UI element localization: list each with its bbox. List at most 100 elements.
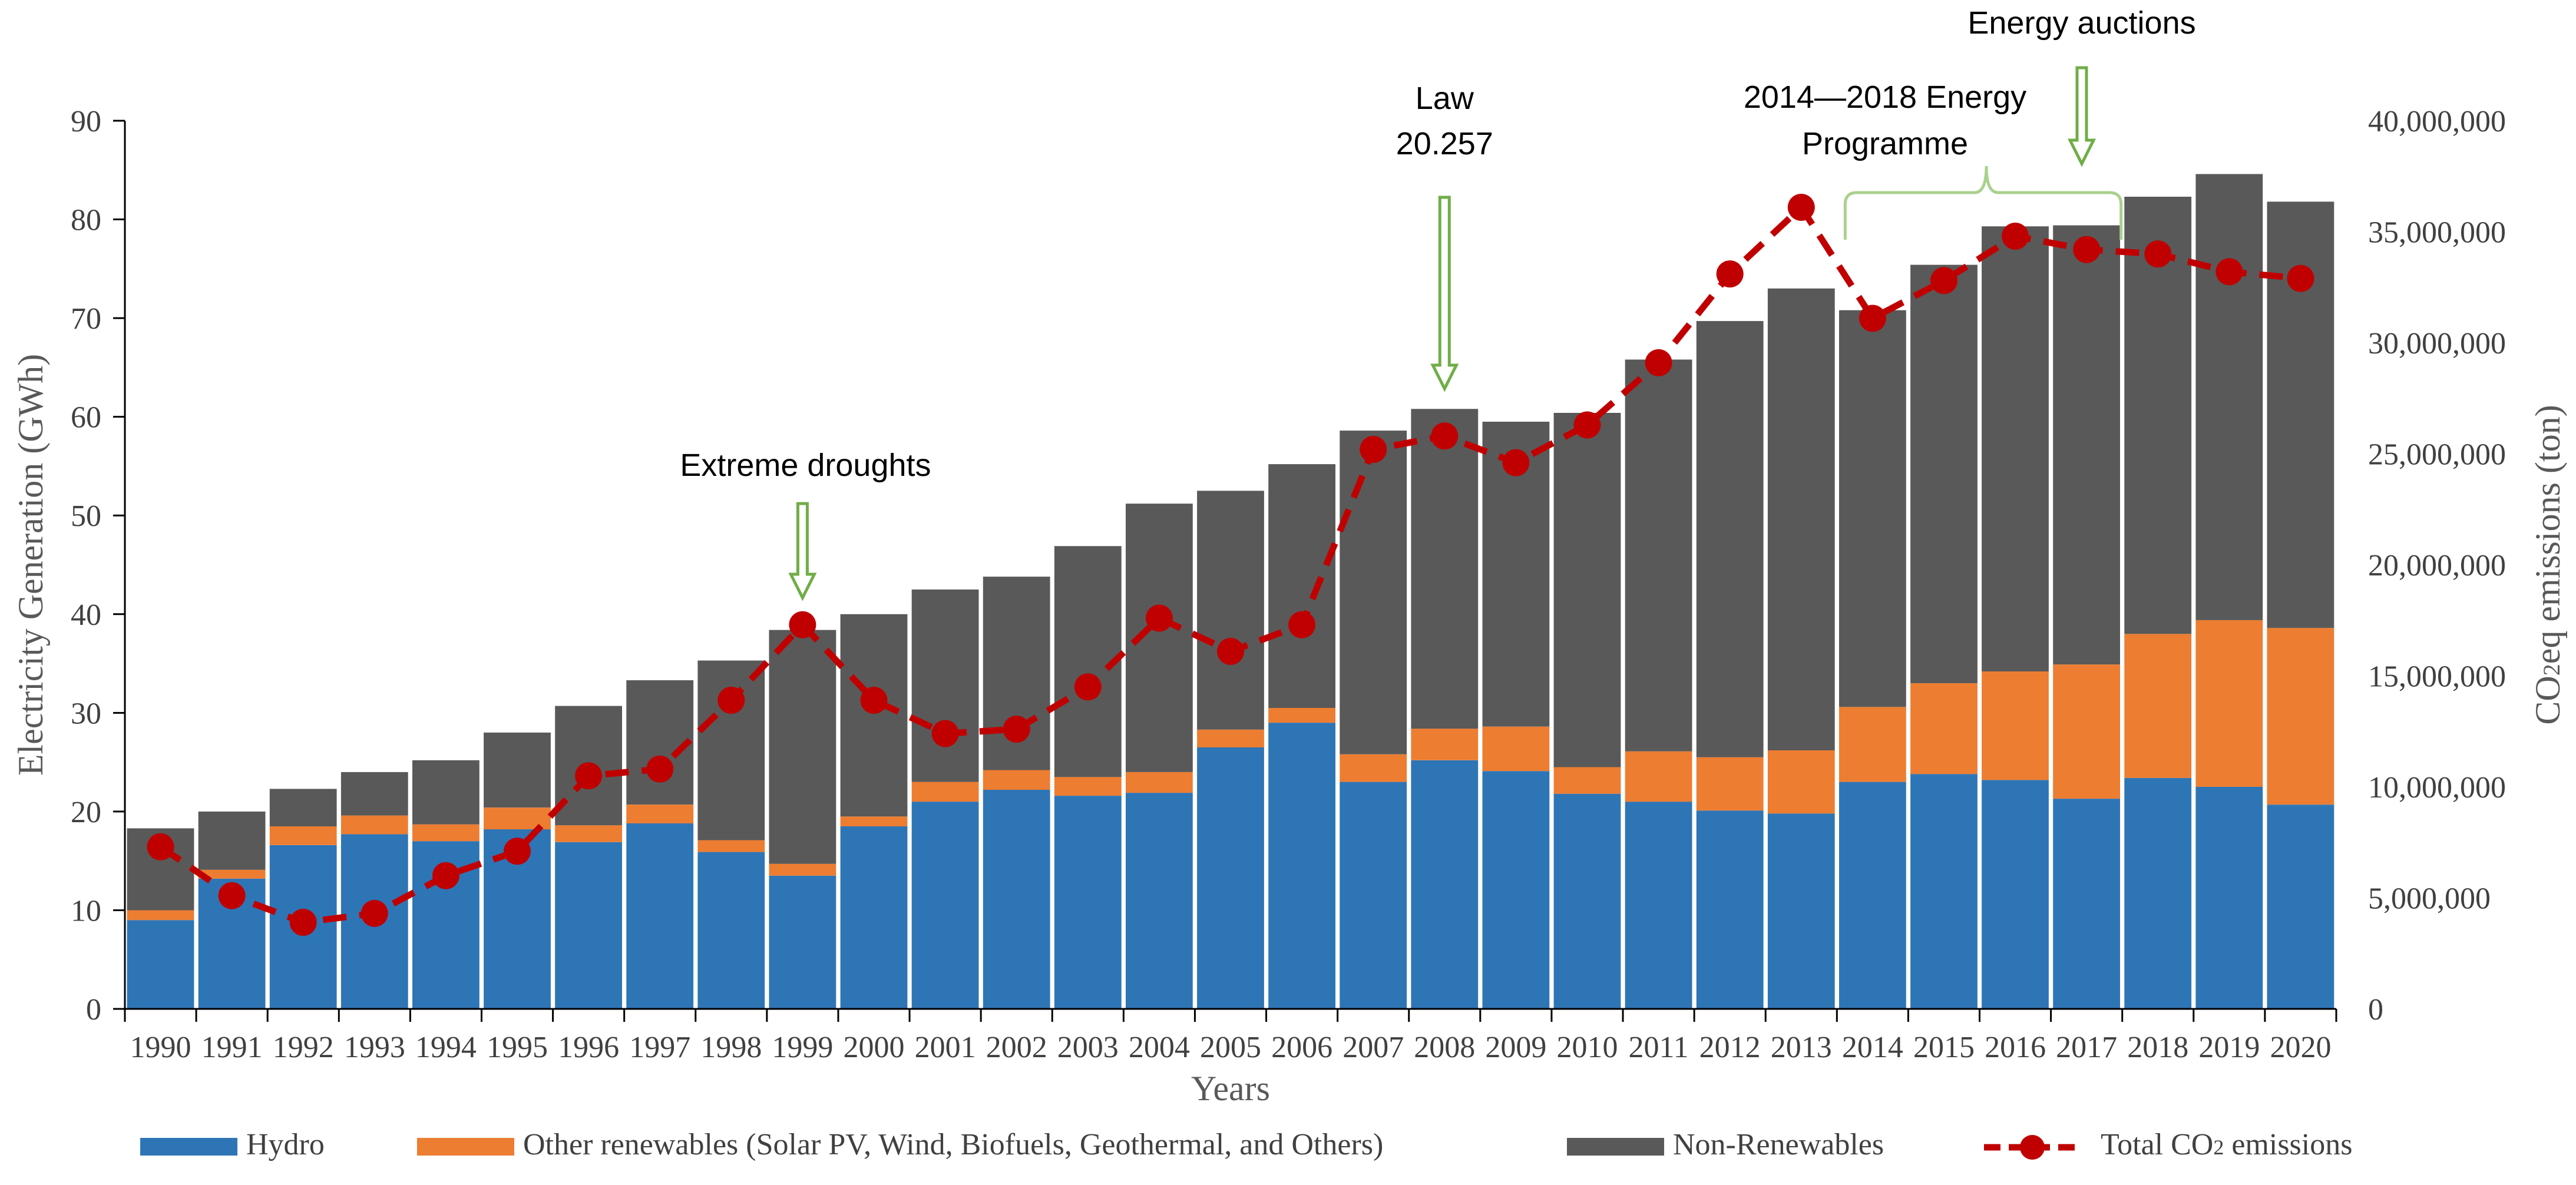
co2-point-2018	[2144, 240, 2172, 268]
legend-label-part: emissions	[2224, 1128, 2352, 1161]
y-left-tick-label-0: 0	[86, 993, 101, 1027]
y-left-tick-label-90: 90	[71, 105, 101, 138]
bar-non-renewables-1997	[626, 680, 694, 805]
bar-non-renewables-2017	[2053, 225, 2120, 665]
annotation-law-line1: Law	[1416, 81, 1474, 116]
x-tick-label-2014: 2014	[1842, 1031, 1903, 1064]
bars-layer	[127, 174, 2334, 1009]
bar-hydro-2017	[2053, 799, 2120, 1009]
x-tick-label-2004: 2004	[1129, 1031, 1190, 1064]
co2-point-2020	[2287, 264, 2314, 292]
bar-non-renewables-1999	[769, 630, 836, 864]
bar-other-renewables-2016	[1982, 671, 2049, 780]
legend-line-marker	[2020, 1135, 2045, 1160]
x-axis-title: Years	[1191, 1069, 1270, 1108]
bar-non-renewables-2016	[1982, 226, 2049, 671]
bar-hydro-2003	[1054, 796, 1122, 1009]
legend-swatch-1	[417, 1138, 514, 1156]
co2-point-1997	[646, 755, 674, 783]
co2-point-1995	[504, 838, 531, 865]
co2-point-1996	[575, 762, 603, 790]
y-left-tick-label-50: 50	[71, 499, 101, 533]
auctions-arrow-icon	[2067, 66, 2096, 167]
x-tick-label-2011: 2011	[1629, 1031, 1689, 1064]
x-tick-label-1991: 1991	[201, 1031, 263, 1064]
y-right-axis-title-part: eq emissions (ton)	[2528, 405, 2567, 664]
bar-other-renewables-2004	[1126, 772, 1193, 793]
bar-other-renewables-2018	[2124, 634, 2192, 778]
co2-point-1992	[289, 909, 317, 936]
legend-label-part: Total CO	[2101, 1128, 2213, 1161]
bar-other-renewables-2007	[1340, 754, 1407, 782]
bar-non-renewables-2005	[1197, 491, 1264, 730]
y-left-tick-label-30: 30	[71, 697, 101, 730]
co2-point-1994	[432, 862, 459, 889]
bar-non-renewables-1994	[412, 760, 480, 825]
x-tick-label-2008: 2008	[1414, 1031, 1475, 1064]
x-tick-label-2016: 2016	[1985, 1031, 2046, 1064]
bar-non-renewables-1992	[269, 789, 337, 827]
y-right-axis-title-part: CO	[2528, 676, 2567, 724]
x-tick-label-2017: 2017	[2056, 1031, 2117, 1064]
bar-hydro-2011	[1625, 802, 1692, 1009]
bar-hydro-2012	[1696, 810, 1764, 1009]
co2-point-1999	[789, 611, 816, 638]
co2-point-2003	[1074, 673, 1102, 701]
x-tick-label-1999: 1999	[772, 1031, 833, 1064]
bar-non-renewables-2006	[1268, 464, 1335, 708]
bar-other-renewables-1994	[412, 824, 480, 842]
y-right-tick-label-30,000,000: 30,000,000	[2368, 327, 2506, 360]
x-tick-label-2020: 2020	[2270, 1031, 2331, 1064]
bar-non-renewables-2012	[1696, 321, 1764, 757]
bar-non-renewables-1991	[198, 811, 266, 870]
co2-point-2019	[2215, 258, 2243, 286]
bar-non-renewables-1995	[484, 732, 551, 808]
y-right-tick-label-15,000,000: 15,000,000	[2368, 660, 2506, 694]
bar-hydro-2005	[1197, 747, 1264, 1009]
x-tick-label-2010: 2010	[1556, 1031, 1618, 1064]
annotations-layer: Extreme droughts Law 20.257 2014—2018 Energ…	[680, 5, 2196, 601]
bar-other-renewables-2009	[1482, 726, 1550, 772]
bar-other-renewables-2019	[2195, 620, 2263, 787]
x-tick-label-2019: 2019	[2198, 1031, 2260, 1064]
legend-label-subscript: 2	[2213, 1136, 2224, 1159]
legend: Hydro Other renewables (Solar PV, Wind, B…	[140, 1128, 2352, 1161]
annotation-law-line2: 20.257	[1396, 126, 1493, 161]
co2-point-2012	[1716, 260, 1744, 288]
bar-non-renewables-2010	[1553, 413, 1621, 767]
bar-hydro-2002	[983, 790, 1050, 1009]
drought-arrow-icon	[788, 502, 817, 601]
bar-hydro-2007	[1340, 782, 1407, 1009]
x-tick-label-1996: 1996	[558, 1031, 619, 1064]
x-tick-label-1995: 1995	[487, 1031, 548, 1064]
bar-other-renewables-1996	[555, 825, 622, 842]
y-right-tick-label-25,000,000: 25,000,000	[2368, 438, 2506, 472]
bar-hydro-2015	[1910, 774, 1978, 1009]
y-left-tick-label-70: 70	[71, 302, 101, 336]
y-right-tick-label-20,000,000: 20,000,000	[2368, 549, 2506, 582]
x-tick-label-2012: 2012	[1699, 1031, 1761, 1064]
x-tick-label-1998: 1998	[700, 1031, 762, 1064]
y-left-tick-label-40: 40	[71, 598, 101, 632]
x-tick-label-1990: 1990	[130, 1031, 191, 1064]
bar-non-renewables-2007	[1340, 431, 1407, 754]
x-tick-label-2002: 2002	[986, 1031, 1047, 1064]
y-right-axis-title-subscript: 2	[2538, 664, 2565, 676]
co2-point-2005	[1217, 638, 1244, 665]
bar-other-renewables-2002	[983, 770, 1050, 790]
bar-hydro-2020	[2267, 805, 2334, 1009]
bar-other-renewables-2020	[2267, 628, 2334, 805]
co2-point-2007	[1360, 436, 1387, 463]
bar-hydro-2008	[1411, 760, 1479, 1009]
bar-other-renewables-2017	[2053, 664, 2120, 799]
co2-point-2008	[1431, 422, 1459, 450]
co2-point-2013	[1787, 194, 1815, 221]
legend-swatch-2	[1567, 1138, 1664, 1156]
y-right-tick-label-35,000,000: 35,000,000	[2368, 216, 2506, 250]
co2-point-2017	[2073, 236, 2101, 263]
bar-non-renewables-2014	[1839, 310, 1906, 707]
bar-hydro-2009	[1482, 771, 1550, 1009]
bar-other-renewables-2015	[1910, 683, 1978, 774]
bar-hydro-2019	[2195, 787, 2263, 1009]
co2-point-2006	[1288, 611, 1316, 638]
